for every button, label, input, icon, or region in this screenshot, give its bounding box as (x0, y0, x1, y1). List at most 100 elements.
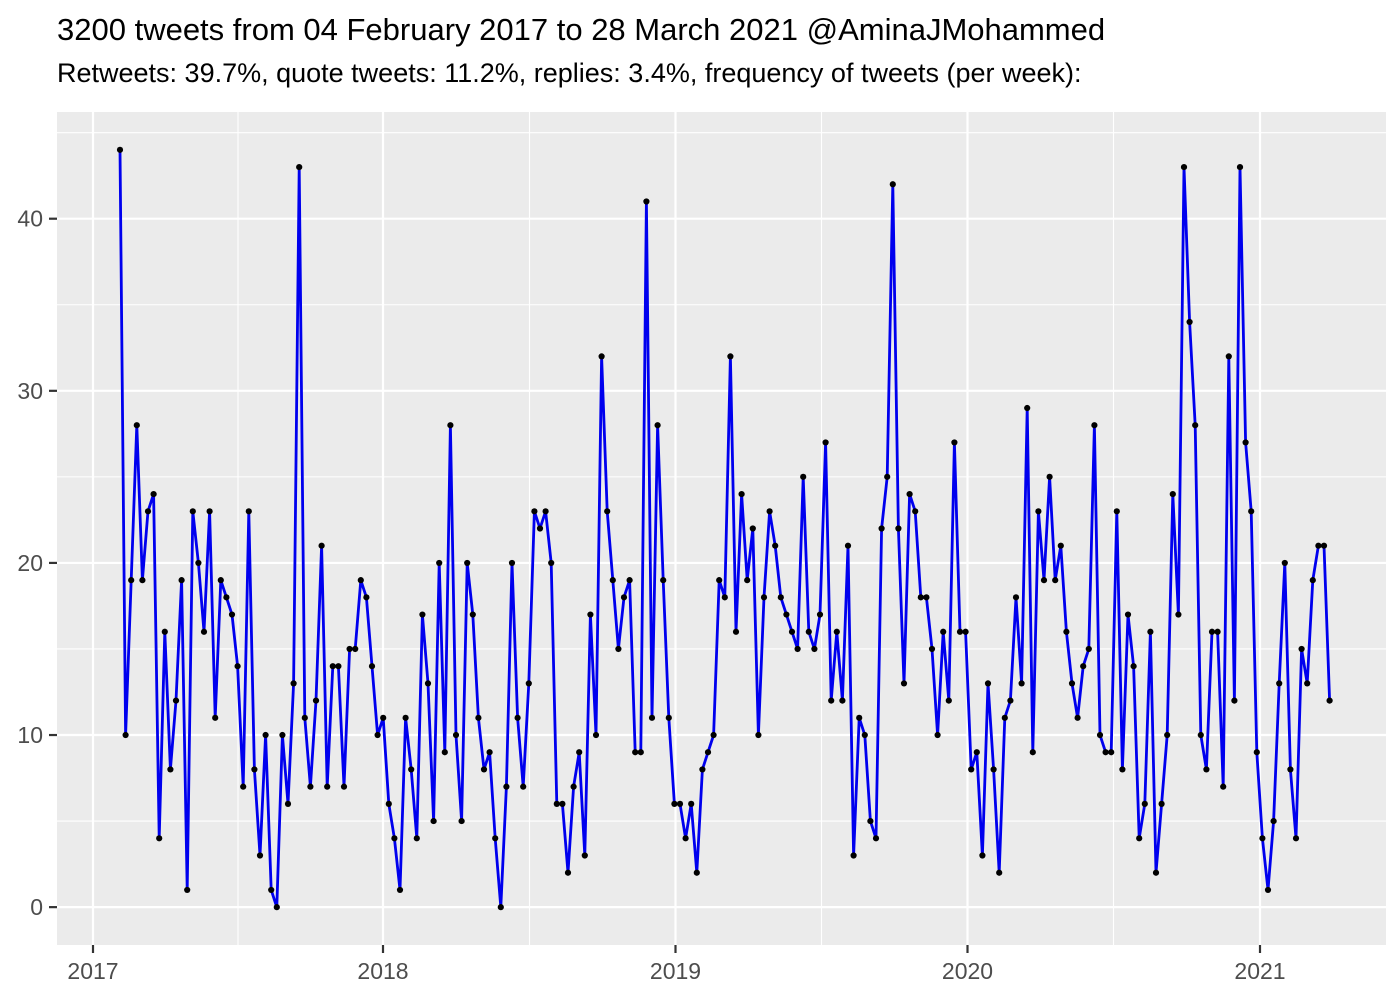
data-point (1001, 714, 1008, 721)
data-point (945, 697, 952, 704)
data-point (844, 542, 852, 549)
data-point (990, 766, 997, 773)
data-point (676, 800, 684, 807)
data-point (755, 731, 762, 739)
data-point (822, 439, 829, 446)
data-point (430, 817, 437, 825)
data-point (587, 611, 594, 618)
data-point (833, 628, 840, 635)
data-point (732, 628, 740, 635)
data-point (133, 422, 140, 429)
data-point (570, 783, 577, 790)
y-axis-label: 0 (30, 894, 43, 920)
data-point (116, 146, 124, 153)
data-point (1169, 490, 1176, 498)
data-point (1270, 817, 1277, 825)
data-point (262, 731, 269, 739)
data-point (1186, 318, 1193, 326)
plot-panel (57, 112, 1386, 945)
data-point (956, 628, 964, 635)
data-point (828, 697, 835, 704)
data-point (553, 800, 560, 807)
data-point (772, 542, 779, 549)
data-point (861, 731, 868, 739)
data-point (441, 749, 448, 756)
data-point (671, 800, 678, 807)
data-point (1192, 422, 1199, 429)
data-point (1080, 663, 1087, 670)
data-point (900, 680, 908, 687)
data-point (1320, 542, 1328, 549)
data-point (906, 490, 913, 498)
data-point (508, 559, 516, 567)
data-point (548, 559, 555, 567)
data-point (492, 835, 499, 842)
data-point (1108, 749, 1115, 756)
data-point (172, 697, 180, 704)
data-point (1074, 714, 1081, 721)
data-point (788, 628, 796, 635)
data-point (794, 645, 801, 653)
data-point (1292, 835, 1300, 842)
data-point (693, 869, 700, 876)
data-point (872, 835, 880, 842)
data-point (889, 181, 896, 188)
data-point (503, 783, 510, 790)
data-point (1197, 731, 1204, 739)
data-point (128, 577, 135, 584)
data-point (1276, 680, 1283, 687)
data-point (1203, 766, 1210, 773)
data-point (1102, 749, 1109, 756)
data-point (200, 628, 208, 635)
data-point (475, 714, 482, 721)
data-point (800, 473, 807, 480)
data-point (934, 731, 941, 739)
data-point (228, 611, 236, 618)
data-point (660, 577, 667, 584)
data-point (1085, 645, 1092, 653)
data-point (296, 163, 303, 171)
data-point (1029, 749, 1036, 756)
data-point (391, 835, 398, 842)
data-point (1208, 628, 1216, 635)
data-point (290, 680, 297, 687)
data-point (760, 594, 768, 601)
data-point (996, 869, 1003, 876)
data-point (564, 869, 572, 876)
data-point (413, 835, 420, 842)
data-point (223, 594, 230, 601)
data-point (1242, 439, 1249, 446)
data-point (1141, 800, 1148, 807)
data-point (486, 749, 493, 756)
data-point (1309, 577, 1316, 584)
data-point (329, 663, 336, 670)
data-point (643, 198, 650, 205)
data-point (665, 714, 672, 721)
data-point (973, 749, 980, 756)
data-point (1007, 697, 1014, 704)
data-point (436, 559, 443, 567)
x-axis-label: 2017 (67, 958, 118, 984)
y-axis-label: 40 (17, 206, 43, 232)
data-point (464, 559, 471, 567)
data-point (1024, 404, 1031, 412)
x-axis-label: 2019 (650, 958, 701, 984)
data-point (1091, 422, 1098, 429)
data-point (312, 697, 320, 704)
data-point (396, 886, 404, 894)
data-point (923, 594, 930, 601)
data-point (648, 714, 656, 721)
data-point (189, 508, 196, 515)
data-point (1136, 835, 1143, 842)
y-axis-label: 20 (17, 550, 43, 576)
data-point (682, 835, 689, 842)
data-point (1124, 611, 1132, 618)
data-point (385, 800, 392, 807)
data-point (419, 611, 426, 618)
data-point (374, 731, 381, 739)
data-point (962, 628, 969, 635)
data-point (307, 783, 314, 790)
data-point (710, 731, 717, 739)
data-point (1326, 697, 1333, 704)
data-point (161, 628, 168, 635)
